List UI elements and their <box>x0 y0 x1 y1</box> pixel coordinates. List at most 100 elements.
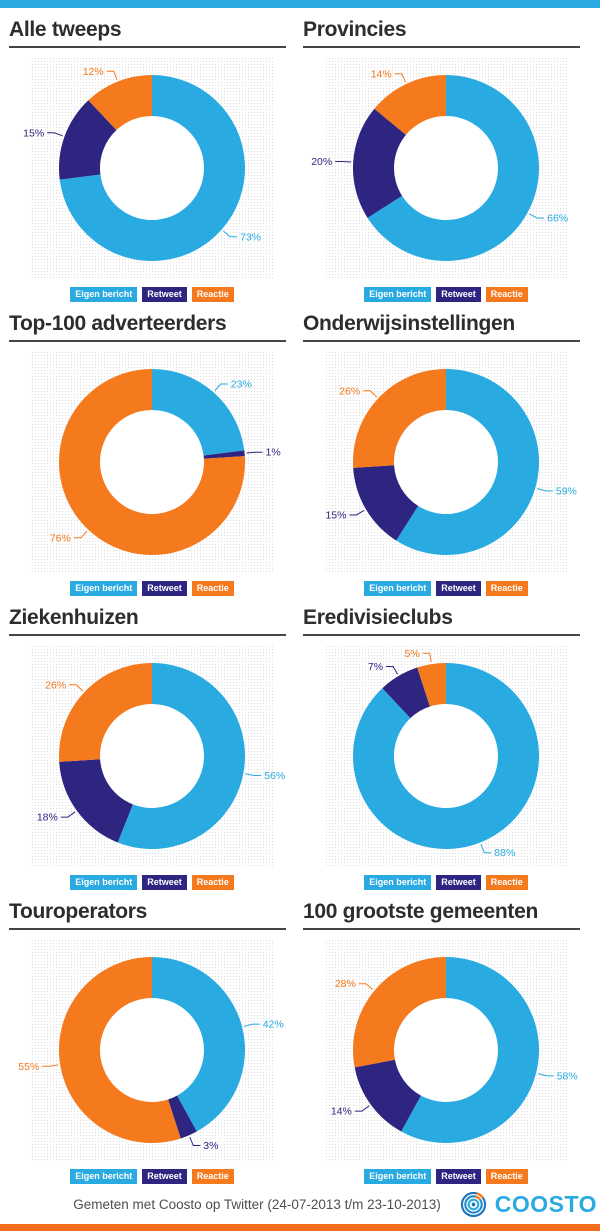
slice-percent-label: 73% <box>240 231 261 243</box>
slice-percent-label: 26% <box>45 679 66 691</box>
legend-item-retweet: Retweet <box>142 287 187 302</box>
donut-chart-svg: 42% 3% 55% <box>18 957 284 1152</box>
donut-hole <box>394 410 498 514</box>
chart-section-top-100-adverteerders: Top-100 adverteerders 23% 1% 76% Eigen ber… <box>9 302 286 596</box>
donut-slice-reactie <box>417 663 446 707</box>
donut-slice-retweet <box>58 100 117 180</box>
slice-percent-label: 56% <box>264 770 285 782</box>
coosto-logo-icon <box>460 1191 486 1217</box>
slice-percent-label: 42% <box>263 1019 284 1031</box>
slice-percent-label: 5% <box>405 648 420 660</box>
slice-label-line <box>363 390 378 398</box>
legend-item-eigen-bericht: Eigen bericht <box>364 875 432 890</box>
donut-chart-svg: 73% 15% 12% <box>23 66 261 261</box>
slice-label-line <box>537 1073 554 1077</box>
chart-title: Top-100 adverteerders <box>9 312 227 335</box>
slice-percent-label: 66% <box>547 213 568 225</box>
donut-hole <box>394 998 498 1102</box>
top-accent-bar <box>0 0 600 8</box>
slice-label-line <box>73 530 88 539</box>
chart-section-eredivisieclubs: Eredivisieclubs 88% 7% 5% Eigen bericht Ret… <box>303 596 580 890</box>
slice-label-line <box>106 70 118 80</box>
slice-label-line <box>246 451 263 454</box>
chart-header: 100 grootste gemeenten <box>303 900 580 930</box>
slice-percent-label: 12% <box>83 66 104 78</box>
legend-item-retweet: Retweet <box>436 581 481 596</box>
donut-slice-retweet <box>354 1059 421 1132</box>
donut-chart-svg: 56% 18% 26% <box>37 663 285 849</box>
chart-section-ziekenhuizen: Ziekenhuizen 56% 18% 26% Eigen bericht Retw… <box>9 596 286 890</box>
donut-hole <box>100 704 204 808</box>
donut-chart-svg: 58% 14% 28% <box>331 957 578 1143</box>
slice-label-line <box>60 811 76 818</box>
chart-title: 100 grootste gemeenten <box>303 900 538 923</box>
donut-hole <box>100 116 204 220</box>
donut-plot-area: 58% 14% 28% <box>325 939 578 1161</box>
chart-section-touroperators: Touroperators 42% 3% 55% Eigen bericht Retw… <box>9 890 286 1184</box>
chart-legend: Eigen bericht Retweet Reactie <box>31 581 273 596</box>
chart-legend: Eigen bericht Retweet Reactie <box>31 875 273 890</box>
slice-label-line <box>422 652 432 663</box>
donut-slice-eigen-bericht <box>353 663 540 849</box>
donut-slice-retweet <box>353 465 419 541</box>
slice-percent-label: 7% <box>368 661 383 673</box>
legend-item-retweet: Retweet <box>142 875 187 890</box>
chart-header: Touroperators <box>9 900 286 930</box>
chart-title: Ziekenhuizen <box>9 606 139 629</box>
legend-item-reactie: Reactie <box>485 875 528 890</box>
donut-plot-area: 73% 15% 12% <box>23 57 273 279</box>
slice-label-line <box>222 230 238 238</box>
donut-slice-reactie <box>352 369 446 468</box>
slice-label-line <box>358 983 374 990</box>
chart-legend: Eigen bericht Retweet Reactie <box>325 875 567 890</box>
legend-item-eigen-bericht: Eigen bericht <box>70 287 138 302</box>
slice-percent-label: 20% <box>311 156 332 168</box>
slice-percent-label: 1% <box>266 447 281 459</box>
legend-item-eigen-bericht: Eigen bericht <box>364 287 432 302</box>
legend-item-retweet: Retweet <box>142 1169 187 1184</box>
donut-slice-reactie <box>59 957 181 1143</box>
slice-label-line <box>214 383 228 392</box>
slice-percent-label: 76% <box>50 532 71 544</box>
slice-percent-label: 3% <box>203 1140 218 1152</box>
donut-plot-area: 66% 20% 14% <box>311 57 568 279</box>
chart-title: Touroperators <box>9 900 148 923</box>
slice-label-line <box>349 509 365 516</box>
coosto-wordmark: COOSTO <box>494 1190 597 1217</box>
footer-caption: Gemeten met Coosto op Twitter (24-07-201… <box>73 1196 441 1212</box>
legend-item-reactie: Reactie <box>485 287 528 302</box>
slice-percent-label: 55% <box>18 1061 39 1073</box>
slice-percent-label: 14% <box>331 1106 352 1118</box>
chart-section-provincies: Provincies 66% 20% 14% Eigen bericht Retwee… <box>303 8 580 302</box>
slice-label-line <box>189 1136 201 1146</box>
slice-label-line <box>42 1064 59 1067</box>
legend-item-eigen-bericht: Eigen bericht <box>70 1169 138 1184</box>
chart-title: Onderwijsinstellingen <box>303 312 515 335</box>
donut-slice-eigen-bericht <box>152 957 246 1132</box>
slice-label-line <box>537 488 553 492</box>
chart-title: Eredivisieclubs <box>303 606 453 629</box>
donut-plot-area: 56% 18% 26% <box>31 645 285 867</box>
donut-hole <box>100 410 204 514</box>
chart-header: Provincies <box>303 18 580 48</box>
chart-header: Top-100 adverteerders <box>9 312 286 342</box>
chart-legend: Eigen bericht Retweet Reactie <box>325 287 567 302</box>
donut-slice-eigen-bericht <box>396 369 540 555</box>
slice-label-line <box>394 73 407 83</box>
legend-item-reactie: Reactie <box>191 581 234 596</box>
donut-plot-area: 23% 1% 76% <box>31 351 281 573</box>
chart-section-100-grootste-gemeenten: 100 grootste gemeenten 58% 14% 28% Eigen b… <box>303 890 580 1184</box>
legend-item-retweet: Retweet <box>436 1169 481 1184</box>
chart-legend: Eigen bericht Retweet Reactie <box>325 581 567 596</box>
chart-header: Ziekenhuizen <box>9 606 286 636</box>
bottom-accent-bar <box>0 1224 600 1231</box>
chart-title: Alle tweeps <box>9 18 122 41</box>
donut-chart-svg: 66% 20% 14% <box>311 68 568 261</box>
donut-chart-svg: 23% 1% 76% <box>50 369 281 555</box>
donut-slice-reactie <box>88 75 152 131</box>
chart-legend: Eigen bericht Retweet Reactie <box>31 1169 273 1184</box>
chart-legend: Eigen bericht Retweet Reactie <box>31 287 273 302</box>
chart-title: Provincies <box>303 18 407 41</box>
legend-item-retweet: Retweet <box>436 287 481 302</box>
donut-slice-eigen-bericht <box>367 75 540 261</box>
